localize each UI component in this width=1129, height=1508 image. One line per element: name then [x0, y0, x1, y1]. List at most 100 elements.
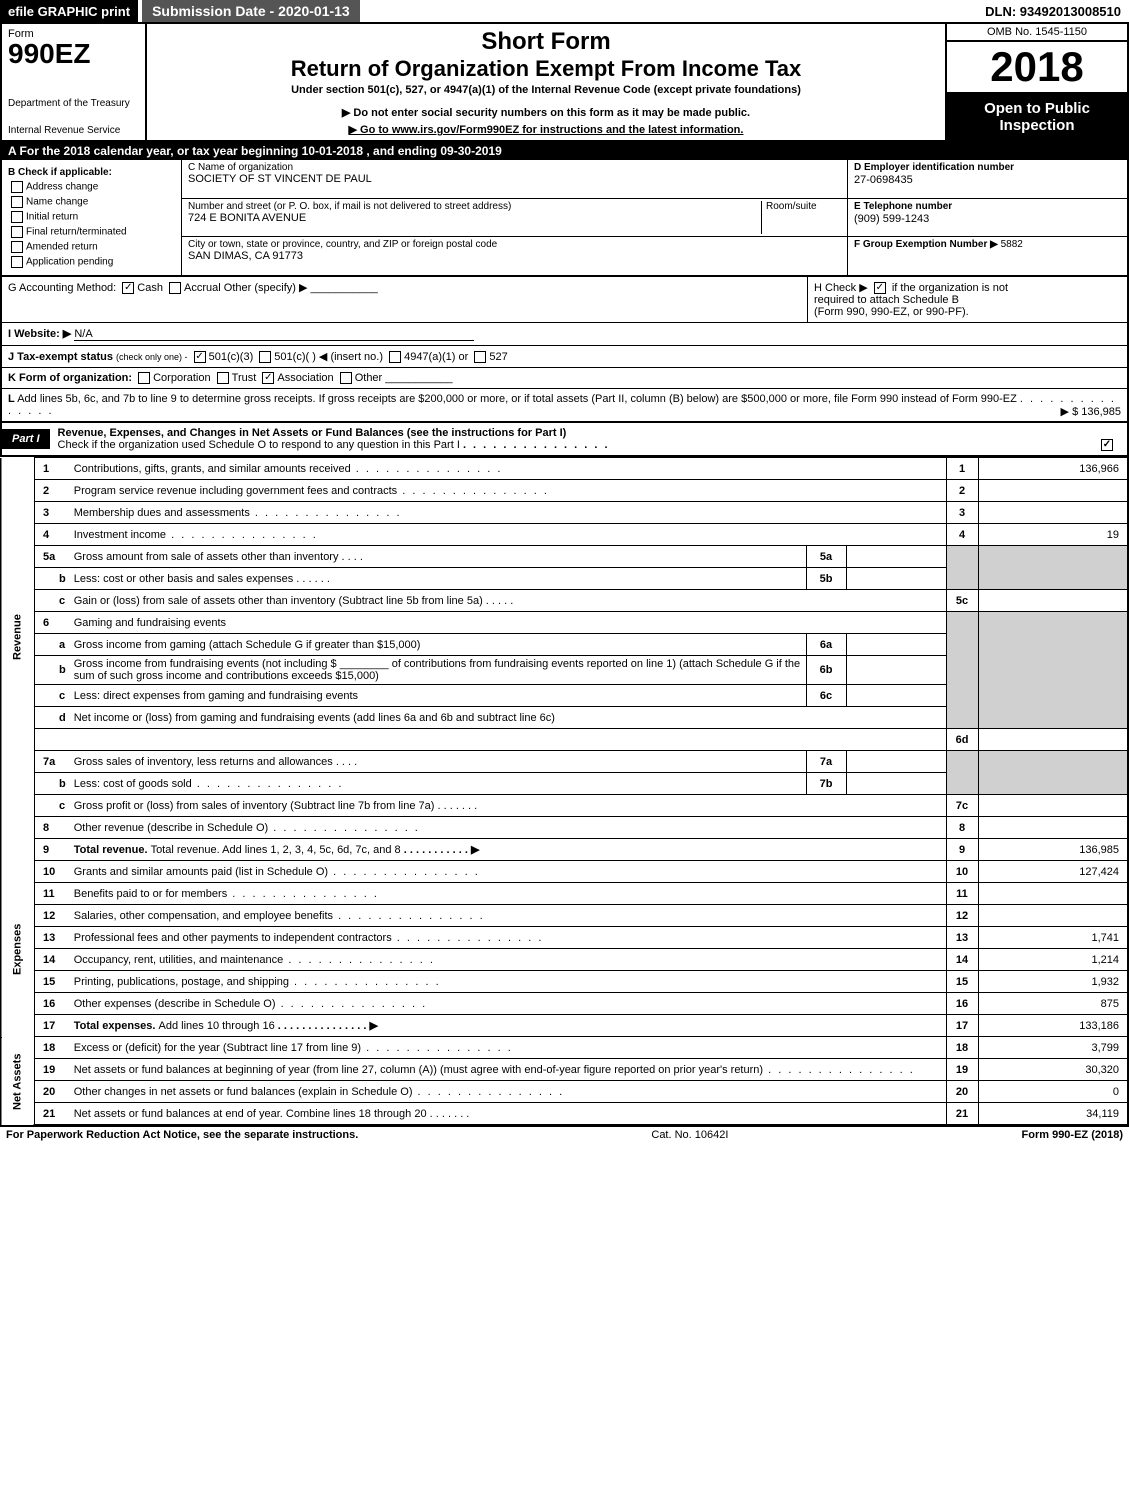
checkbox-h[interactable] [874, 282, 886, 294]
row-19: 19Net assets or fund balances at beginni… [1, 1059, 1128, 1081]
row-13: 13Professional fees and other payments t… [1, 927, 1128, 949]
goto-link[interactable]: ▶ Go to www.irs.gov/Form990EZ for instru… [153, 123, 939, 136]
part-1-bar: Part I Revenue, Expenses, and Changes in… [0, 422, 1129, 457]
street-address: 724 E BONITA AVENUE [188, 212, 306, 224]
website-value: N/A [74, 328, 474, 341]
part-1-title: Revenue, Expenses, and Changes in Net As… [58, 427, 567, 439]
line-k: K Form of organization: Corporation Trus… [0, 368, 1129, 389]
line-g-label: G Accounting Method: [8, 282, 116, 294]
efile-print-button[interactable]: efile GRAPHIC print [0, 0, 138, 22]
form-title-center: Short Form Return of Organization Exempt… [147, 24, 947, 140]
row-7a: 7aGross sales of inventory, less returns… [1, 751, 1128, 773]
box-d-e-f: D Employer identification number 27-0698… [847, 160, 1127, 275]
row-5a: 5aGross amount from sale of assets other… [1, 546, 1128, 568]
ein-value: 27-0698435 [854, 174, 1121, 186]
row-18: Net Assets 18Excess or (deficit) for the… [1, 1037, 1128, 1059]
checkbox-amended-return[interactable]: Amended return [8, 241, 175, 253]
checkbox-trust[interactable] [217, 372, 229, 384]
footer-right: Form 990-EZ (2018) [1022, 1129, 1123, 1141]
phone-label: E Telephone number [854, 201, 952, 212]
part-1-sub: Check if the organization used Schedule … [58, 439, 460, 451]
box-c: C Name of organization SOCIETY OF ST VIN… [182, 160, 847, 275]
city-label: City or town, state or province, country… [188, 239, 497, 250]
form-number: 990EZ [8, 40, 139, 68]
row-21: 21Net assets or fund balances at end of … [1, 1103, 1128, 1125]
checkbox-address-change[interactable]: Address change [8, 181, 175, 193]
part-1-label: Part I [2, 429, 50, 449]
identity-box: B Check if applicable: Address change Na… [0, 160, 1129, 277]
row-7c: cGross profit or (loss) from sales of in… [1, 795, 1128, 817]
section-net-assets: Net Assets [1, 1037, 35, 1125]
org-name: SOCIETY OF ST VINCENT DE PAUL [188, 173, 372, 185]
checkbox-initial-return[interactable]: Initial return [8, 211, 175, 223]
group-exemption-label: F Group Exemption Number ▶ [854, 239, 998, 250]
return-title: Return of Organization Exempt From Incom… [153, 56, 939, 82]
tax-year: 2018 [947, 42, 1127, 94]
row-9: 9Total revenue. Total revenue. Add lines… [1, 839, 1128, 861]
box-b-title: B Check if applicable: [8, 167, 175, 178]
row-10: Expenses 10Grants and similar amounts pa… [1, 861, 1128, 883]
footer-center: Cat. No. 10642I [651, 1129, 728, 1141]
group-exemption-value: 5882 [1001, 239, 1023, 250]
under-section: Under section 501(c), 527, or 4947(a)(1)… [153, 84, 939, 96]
row-14: 14Occupancy, rent, utilities, and mainte… [1, 949, 1128, 971]
row-6: 6Gaming and fundraising events [1, 612, 1128, 634]
row-3: 3Membership dues and assessments3 [1, 502, 1128, 524]
row-2: 2Program service revenue including gover… [1, 480, 1128, 502]
row-6d-val: 6d [1, 729, 1128, 751]
omb-number: OMB No. 1545-1150 [947, 24, 1127, 42]
checkbox-other-org[interactable] [340, 372, 352, 384]
row-20: 20Other changes in net assets or fund ba… [1, 1081, 1128, 1103]
room-label: Room/suite [766, 201, 841, 212]
line-l: L Add lines 5b, 6c, and 7b to line 9 to … [0, 389, 1129, 422]
form-left: Form 990EZ Department of the Treasury In… [2, 24, 147, 140]
checkbox-501c3[interactable] [194, 351, 206, 363]
checkbox-association[interactable] [262, 372, 274, 384]
org-name-label: C Name of organization [188, 162, 841, 173]
short-form-title: Short Form [153, 28, 939, 56]
footer-left: For Paperwork Reduction Act Notice, see … [6, 1129, 358, 1141]
checkbox-name-change[interactable]: Name change [8, 196, 175, 208]
irs-label: Internal Revenue Service [8, 125, 139, 136]
checkbox-final-return[interactable]: Final return/terminated [8, 226, 175, 238]
city-state-zip: SAN DIMAS, CA 91773 [188, 250, 303, 262]
page-footer: For Paperwork Reduction Act Notice, see … [0, 1126, 1129, 1143]
form-header: Form 990EZ Department of the Treasury In… [0, 24, 1129, 142]
section-expenses: Expenses [1, 861, 35, 1037]
phone-value: (909) 599-1243 [854, 213, 1121, 225]
checkbox-schedule-o[interactable] [1101, 439, 1113, 451]
dept-treasury: Department of the Treasury [8, 98, 139, 109]
checkbox-501c[interactable] [259, 351, 271, 363]
ein-label: D Employer identification number [854, 162, 1014, 173]
section-revenue: Revenue [1, 458, 35, 817]
submission-date: Submission Date - 2020-01-13 [142, 0, 360, 22]
row-16: 16Other expenses (describe in Schedule O… [1, 993, 1128, 1015]
checkbox-application-pending[interactable]: Application pending [8, 256, 175, 268]
checkbox-cash[interactable] [122, 282, 134, 294]
box-b: B Check if applicable: Address change Na… [2, 160, 182, 275]
financial-table: Revenue 1Contributions, gifts, grants, a… [0, 457, 1129, 1126]
tax-year-row: A For the 2018 calendar year, or tax yea… [0, 142, 1129, 160]
line-i: I Website: ▶ N/A [0, 323, 1129, 346]
top-bar: efile GRAPHIC print Submission Date - 20… [0, 0, 1129, 24]
row-4: 4Investment income419 [1, 524, 1128, 546]
row-17: 17Total expenses. Add lines 10 through 1… [1, 1015, 1128, 1037]
row-15: 15Printing, publications, postage, and s… [1, 971, 1128, 993]
checkbox-527[interactable] [474, 351, 486, 363]
line-g-h: G Accounting Method: Cash Accrual Other … [0, 277, 1129, 323]
row-1: Revenue 1Contributions, gifts, grants, a… [1, 458, 1128, 480]
dln-number: DLN: 93492013008510 [985, 4, 1129, 19]
ssn-note: ▶ Do not enter social security numbers o… [153, 106, 939, 119]
street-label: Number and street (or P. O. box, if mail… [188, 201, 761, 212]
row-12: 12Salaries, other compensation, and empl… [1, 905, 1128, 927]
open-public: Open to Public Inspection [947, 94, 1127, 140]
row-11: 11Benefits paid to or for members11 [1, 883, 1128, 905]
row-8: 8Other revenue (describe in Schedule O)8 [1, 817, 1128, 839]
checkbox-4947[interactable] [389, 351, 401, 363]
row-5c: cGain or (loss) from sale of assets othe… [1, 590, 1128, 612]
form-right: OMB No. 1545-1150 2018 Open to Public In… [947, 24, 1127, 140]
checkbox-corporation[interactable] [138, 372, 150, 384]
checkbox-accrual[interactable] [169, 282, 181, 294]
line-h-label: H Check ▶ [814, 282, 868, 294]
line-l-value: ▶ $ 136,985 [1061, 405, 1121, 418]
